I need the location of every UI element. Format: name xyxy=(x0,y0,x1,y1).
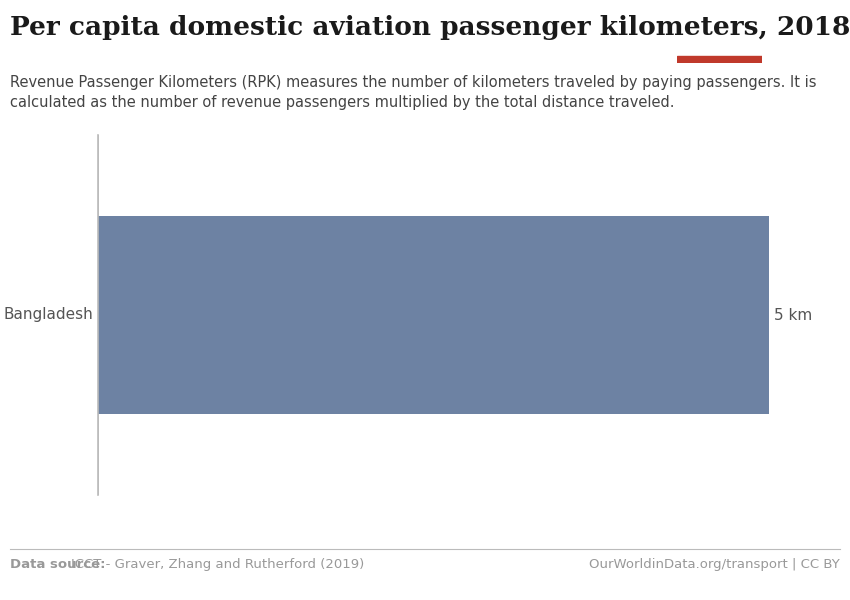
Text: ICCT - Graver, Zhang and Rutherford (2019): ICCT - Graver, Zhang and Rutherford (201… xyxy=(71,558,364,571)
Bar xyxy=(98,216,769,414)
Text: Per capita domestic aviation passenger kilometers, 2018: Per capita domestic aviation passenger k… xyxy=(10,15,850,40)
Text: Data source:: Data source: xyxy=(10,558,111,571)
Text: in Data: in Data xyxy=(695,35,743,49)
Bar xyxy=(677,56,762,63)
Text: OurWorldinData.org/transport | CC BY: OurWorldinData.org/transport | CC BY xyxy=(589,558,840,571)
Text: Revenue Passenger Kilometers (RPK) measures the number of kilometers traveled by: Revenue Passenger Kilometers (RPK) measu… xyxy=(10,75,817,110)
Text: Bangladesh: Bangladesh xyxy=(3,307,94,323)
Text: Our World: Our World xyxy=(686,18,752,31)
Text: 5 km: 5 km xyxy=(774,307,812,323)
